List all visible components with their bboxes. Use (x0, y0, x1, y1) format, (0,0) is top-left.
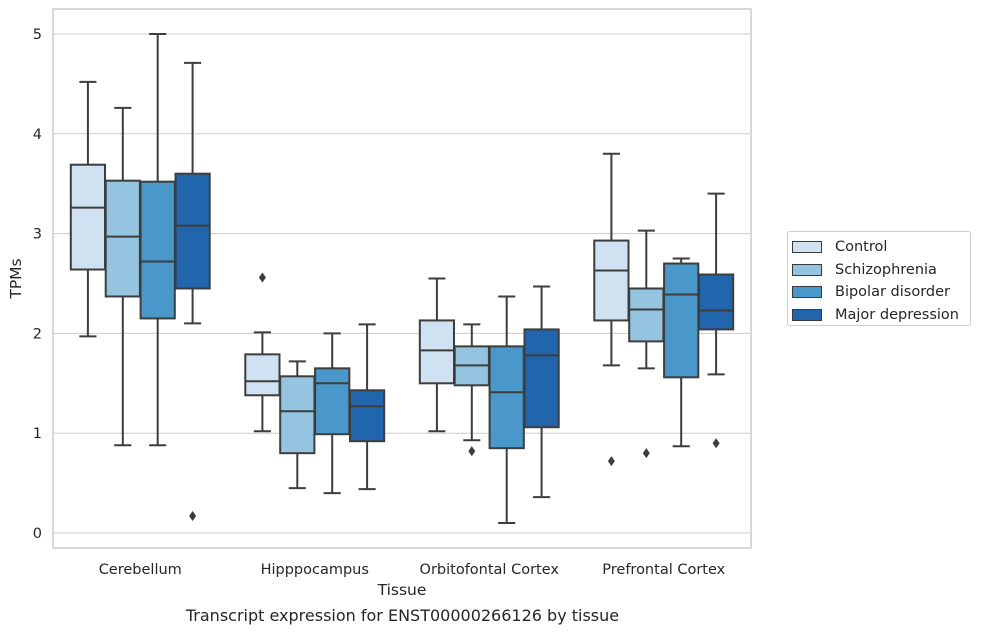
y-tick-label: 3 (33, 227, 42, 243)
legend-item-schizophrenia: Schizophrenia (792, 259, 970, 282)
box (628, 287, 665, 343)
box (593, 239, 630, 322)
outlier-point (712, 438, 720, 449)
box (279, 375, 316, 455)
y-tick-label: 4 (33, 127, 42, 143)
box (139, 180, 176, 320)
legend-item-major-depression: Major depression (792, 304, 970, 327)
x-tick-label: Hipppocampus (261, 562, 369, 578)
legend-label-schizophrenia: Schizophrenia (835, 261, 937, 278)
y-tick-label: 5 (33, 27, 42, 43)
x-tick-label: Orbitofontal Cortex (420, 562, 560, 578)
box (488, 345, 525, 450)
box (418, 319, 456, 385)
box (348, 389, 386, 443)
outlier-point (189, 511, 197, 522)
box (314, 367, 351, 436)
legend-item-bipolar-disorder: Bipolar disorder (792, 281, 970, 304)
x-tick-label: Cerebellum (99, 562, 182, 578)
outlier-point (468, 446, 476, 457)
y-axis-label: TPMs (7, 258, 25, 299)
x-tick-label: Prefrontal Cortex (602, 562, 725, 578)
legend: Control Schizophrenia Bipolar disorder M… (787, 231, 971, 326)
legend-label-bipolar-disorder: Bipolar disorder (835, 284, 950, 301)
box (663, 262, 700, 379)
legend-item-control: Control (792, 236, 970, 259)
legend-swatch-bipolar-disorder (792, 286, 822, 299)
legend-label-major-depression: Major depression (835, 306, 959, 323)
y-tick-label: 2 (33, 326, 42, 342)
legend-swatch-schizophrenia (792, 263, 822, 276)
box (104, 179, 141, 298)
legend-swatch-control (792, 241, 822, 254)
outlier-point (258, 272, 266, 283)
box (697, 273, 735, 331)
y-tick-label: 1 (33, 426, 42, 442)
chart-caption: Transcript expression for ENST0000026612… (185, 606, 620, 625)
box (174, 172, 211, 290)
legend-swatch-major-depression (792, 308, 822, 321)
outlier-point (607, 456, 615, 467)
x-axis-label: Tissue (377, 581, 427, 599)
y-tick-label: 0 (33, 526, 42, 542)
plot-frame (52, 8, 752, 549)
outlier-point (642, 448, 650, 459)
box (244, 353, 281, 397)
box (69, 163, 107, 271)
box (523, 328, 560, 429)
legend-label-control: Control (835, 239, 888, 256)
